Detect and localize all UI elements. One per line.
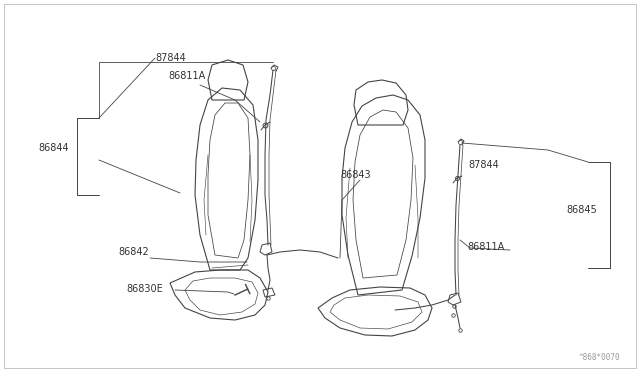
Text: 86811A: 86811A — [168, 71, 205, 81]
Text: 86811A: 86811A — [467, 242, 504, 252]
Text: 86844: 86844 — [38, 143, 68, 153]
Text: 87844: 87844 — [468, 160, 499, 170]
Text: 86843: 86843 — [340, 170, 371, 180]
Text: 86830E: 86830E — [126, 284, 163, 294]
Text: ^868*0070: ^868*0070 — [579, 353, 620, 362]
Text: 86845: 86845 — [566, 205, 596, 215]
Text: 87844: 87844 — [155, 53, 186, 63]
Text: 86842: 86842 — [118, 247, 148, 257]
